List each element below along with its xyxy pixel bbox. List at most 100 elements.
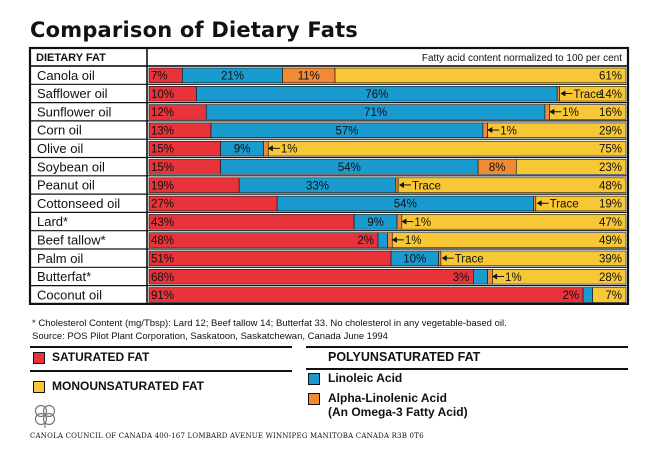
data-label: 71% bbox=[364, 107, 387, 119]
bar-segment bbox=[148, 214, 355, 230]
data-label: 91% bbox=[151, 290, 174, 302]
saturated-legend-label: SATURATED FAT bbox=[52, 350, 150, 364]
bar-segment bbox=[592, 287, 627, 303]
bar-segment bbox=[487, 122, 627, 139]
bar-segment bbox=[148, 268, 474, 285]
data-label: 21% bbox=[221, 71, 244, 83]
data-label: 1% bbox=[505, 272, 522, 284]
bar-segment bbox=[267, 140, 627, 157]
bar-segment bbox=[559, 86, 627, 102]
category-label: Coconut oil bbox=[37, 287, 102, 302]
bar-segment bbox=[377, 232, 388, 248]
data-label: 12% bbox=[151, 107, 174, 119]
data-label: 7% bbox=[151, 71, 168, 83]
legend-rule-right-top bbox=[306, 346, 628, 348]
data-label: Trace bbox=[573, 89, 602, 101]
bar-segment bbox=[544, 104, 550, 120]
polyunsaturated-heading: POLYUNSATURATED FAT bbox=[328, 350, 481, 364]
label-arrowhead bbox=[398, 181, 404, 188]
data-label: 2% bbox=[562, 290, 579, 302]
data-label: 10% bbox=[403, 254, 426, 266]
data-label: 1% bbox=[562, 107, 579, 119]
label-arrowhead bbox=[549, 108, 555, 115]
bar-segment bbox=[492, 268, 627, 285]
data-label: 19% bbox=[599, 199, 622, 211]
alpha-swatch bbox=[308, 393, 320, 405]
column-header: Fatty acid content normalized to 100 per… bbox=[422, 53, 622, 64]
data-label: 76% bbox=[365, 89, 388, 101]
data-label: 27% bbox=[151, 199, 174, 211]
bar-segment bbox=[482, 122, 488, 139]
legend-rule-right-mid bbox=[306, 368, 628, 370]
data-label: 48% bbox=[599, 180, 622, 192]
legend-rule-left-mid bbox=[30, 370, 292, 372]
data-label: Trace bbox=[550, 199, 579, 211]
category-label: Corn oil bbox=[37, 123, 82, 138]
data-label: 57% bbox=[335, 125, 358, 137]
bar-segment bbox=[148, 287, 584, 303]
data-label: 11% bbox=[298, 71, 320, 83]
bar-segment bbox=[334, 67, 627, 84]
alpha-legend-label: Alpha-Linolenic Acid bbox=[328, 391, 447, 405]
data-label: 33% bbox=[306, 180, 329, 192]
bar-segment bbox=[148, 250, 392, 267]
data-label: 1% bbox=[405, 235, 422, 247]
data-label: 10% bbox=[151, 89, 174, 101]
category-label: Safflower oil bbox=[37, 86, 108, 101]
data-label: 23% bbox=[599, 162, 622, 174]
data-label: 68% bbox=[151, 272, 174, 284]
bar-segment bbox=[401, 214, 627, 230]
label-arrowhead bbox=[536, 200, 542, 207]
bar-segment bbox=[487, 268, 493, 285]
bar-segment bbox=[387, 232, 393, 248]
data-label: 29% bbox=[599, 125, 622, 137]
label-arrowhead bbox=[391, 236, 397, 243]
label-arrowhead bbox=[441, 255, 447, 262]
alpha-legend-sublabel: (An Omega-3 Fatty Acid) bbox=[328, 405, 468, 419]
data-label: 49% bbox=[599, 235, 622, 247]
category-label: Lard* bbox=[37, 214, 68, 229]
data-label: 3% bbox=[453, 272, 470, 284]
data-label: 19% bbox=[151, 180, 174, 192]
data-label: 54% bbox=[338, 162, 361, 174]
category-label: Cottonseed oil bbox=[37, 196, 120, 211]
bar-segment bbox=[148, 232, 379, 248]
source-footnote: Source: POS Pilot Plant Corporation, Sas… bbox=[32, 331, 388, 342]
data-label: 8% bbox=[489, 162, 506, 174]
label-arrowhead bbox=[492, 273, 498, 280]
data-label: 43% bbox=[151, 217, 174, 229]
category-label: Peanut oil bbox=[37, 178, 95, 193]
data-label: 9% bbox=[367, 217, 384, 229]
legend-rule-left-top bbox=[30, 346, 292, 348]
bar-segment bbox=[440, 250, 627, 267]
bar-segment bbox=[549, 104, 627, 120]
data-label: 61% bbox=[599, 71, 622, 83]
bar-segment bbox=[263, 140, 269, 157]
data-label: Trace bbox=[455, 254, 484, 266]
bar-segment bbox=[391, 232, 627, 248]
data-label: 28% bbox=[599, 272, 622, 284]
organization-footer: CANOLA COUNCIL OF CANADA 400-167 LOMBARD… bbox=[30, 432, 424, 440]
bar-segment bbox=[533, 195, 537, 212]
data-label: Trace bbox=[412, 180, 441, 192]
data-label: 9% bbox=[234, 144, 251, 156]
data-label: 1% bbox=[414, 217, 431, 229]
category-label: Olive oil bbox=[37, 141, 83, 156]
bar-segment bbox=[515, 159, 627, 175]
canola-flower-logo-icon bbox=[34, 404, 56, 428]
data-label: 47% bbox=[599, 217, 622, 229]
bar-segment bbox=[535, 195, 627, 212]
linoleic-swatch bbox=[308, 373, 320, 385]
label-arrowhead bbox=[487, 127, 493, 134]
bar-segment bbox=[397, 177, 627, 193]
bar-segment bbox=[396, 214, 403, 230]
row-header: DIETARY FAT bbox=[36, 52, 106, 64]
bar-segment bbox=[556, 86, 560, 102]
data-label: 7% bbox=[605, 290, 622, 302]
linoleic-legend-label: Linoleic Acid bbox=[328, 371, 403, 385]
bar-segment bbox=[473, 268, 488, 285]
data-label: 13% bbox=[151, 125, 174, 137]
category-label: Soybean oil bbox=[37, 159, 105, 174]
data-label: 14% bbox=[599, 89, 622, 101]
